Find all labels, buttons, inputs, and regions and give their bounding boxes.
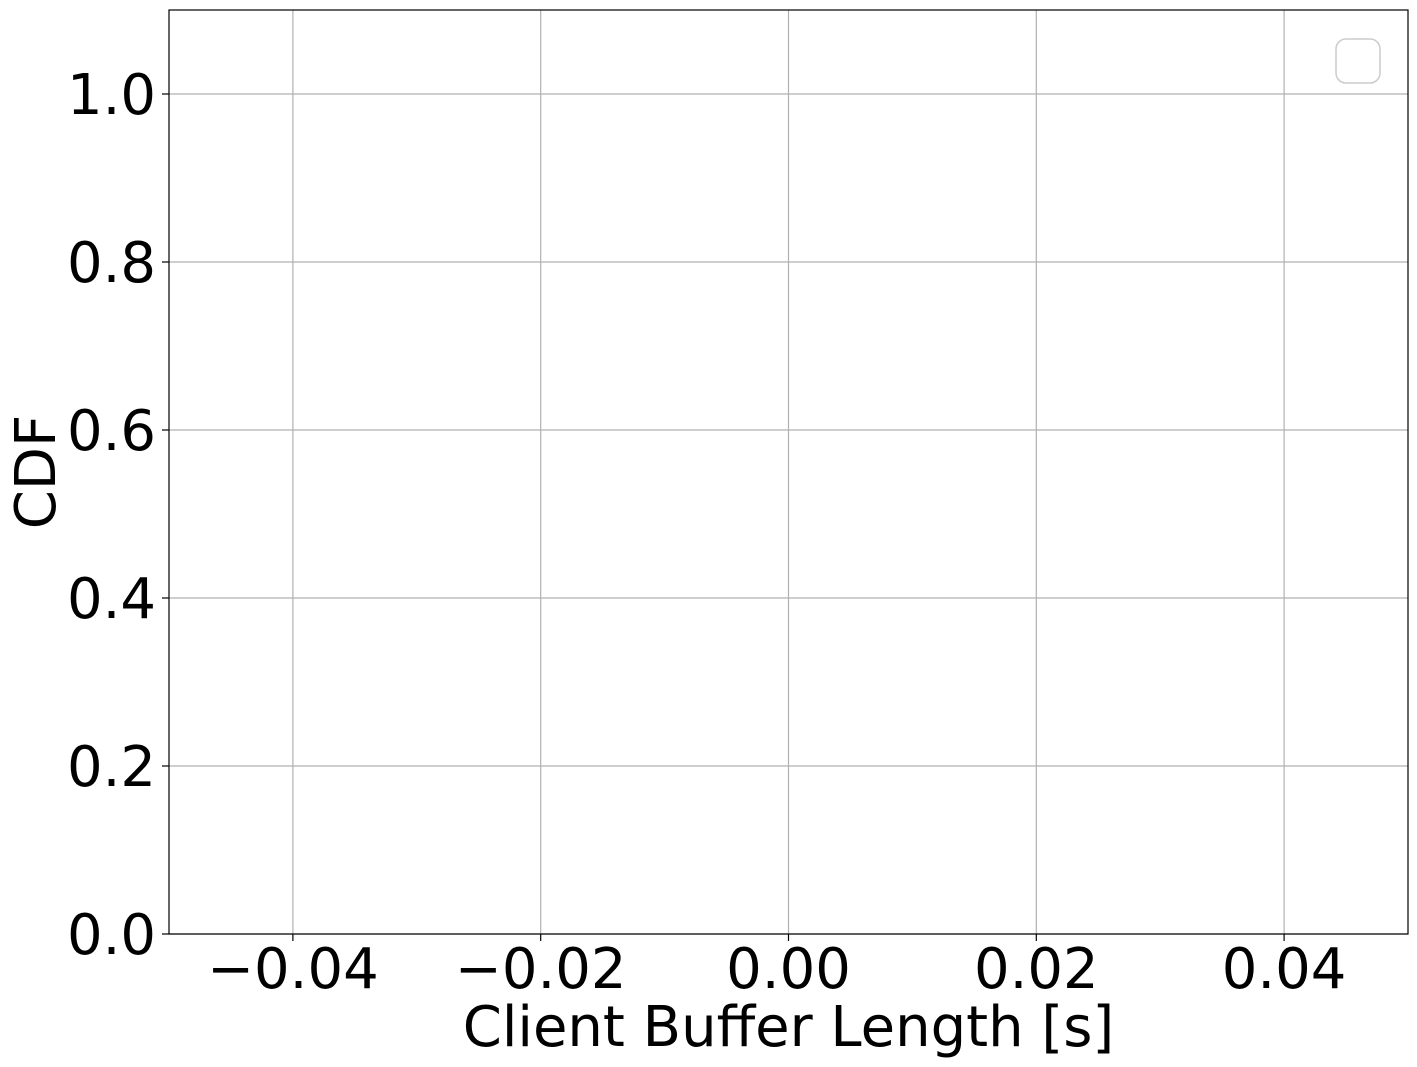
y-tick-label: 0.8 — [67, 231, 156, 296]
y-tick-label: 0.4 — [67, 567, 156, 632]
y-tick-label: 0.0 — [67, 903, 156, 968]
y-axis-title: CDF — [4, 415, 69, 529]
x-tick-label: −0.04 — [207, 937, 379, 1002]
x-axis-title: Client Buffer Length [s] — [463, 995, 1115, 1060]
x-tick-label: 0.00 — [726, 937, 851, 1002]
legend-box — [1335, 38, 1381, 84]
x-tick-label: 0.02 — [974, 937, 1099, 1002]
axis-ticks: −0.04 −0.02 0.00 0.02 0.04 0.0 0.2 0.4 0.6 0.8 1.0 — [67, 63, 1347, 1002]
y-tick-label: 0.2 — [67, 735, 156, 800]
x-tick-label: −0.02 — [455, 937, 627, 1002]
y-tick-label: 1.0 — [67, 63, 156, 128]
y-tick-label: 0.6 — [67, 399, 156, 464]
x-tick-label: 0.04 — [1222, 937, 1347, 1002]
